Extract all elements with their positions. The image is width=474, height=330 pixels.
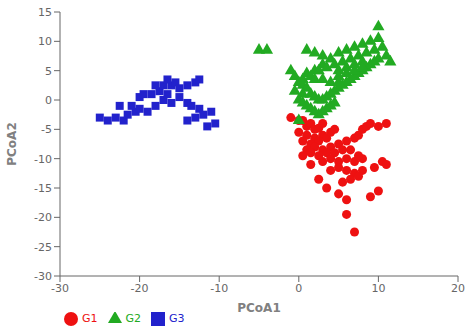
svg-text:-10: -10 (34, 153, 52, 166)
svg-text:-15: -15 (34, 182, 52, 195)
svg-text:0: 0 (45, 94, 52, 107)
svg-text:0: 0 (295, 282, 302, 295)
svg-text:10: 10 (371, 282, 385, 295)
html-text:G2: G2 (125, 312, 142, 325)
svg-text:20: 20 (451, 282, 465, 295)
svg-text:-10: -10 (210, 282, 228, 295)
svg-text:15: 15 (38, 6, 52, 19)
html-text:G1: G1 (82, 312, 98, 325)
svg-text:-30: -30 (34, 270, 52, 283)
svg-text:5: 5 (45, 65, 52, 78)
svg-text:PCoA2: PCoA2 (5, 122, 19, 165)
svg-text:-25: -25 (34, 241, 52, 254)
svg-text:10: 10 (38, 35, 52, 48)
svg-text:-20: -20 (34, 211, 52, 224)
svg-text:PCoA1: PCoA1 (237, 301, 280, 315)
svg-text:-30: -30 (51, 282, 69, 295)
html-text:G3: G3 (169, 312, 185, 325)
svg-text:-5: -5 (41, 123, 52, 136)
svg-text:-20: -20 (131, 282, 149, 295)
